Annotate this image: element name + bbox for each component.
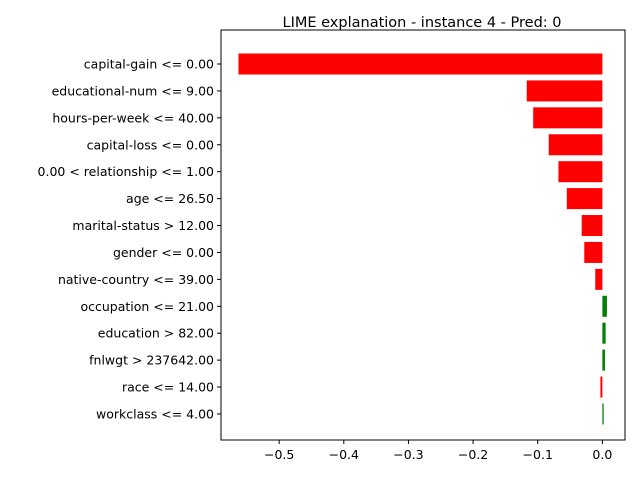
- y-tick-label-7: gender <= 0.00: [113, 245, 214, 260]
- y-tick-label-4: 0.00 < relationship <= 1.00: [38, 164, 214, 179]
- bar-6: [581, 215, 603, 237]
- y-tick-label-9: occupation <= 21.00: [80, 299, 214, 314]
- y-tick-label-6: marital-status > 12.00: [72, 218, 214, 233]
- y-tick-label-5: age <= 26.50: [126, 191, 214, 206]
- x-tick-label-2: −0.3: [393, 447, 423, 462]
- x-tick-label-5: 0.0: [592, 447, 612, 462]
- plot-frame: [220, 29, 626, 441]
- x-tick-label-4: −0.1: [523, 447, 553, 462]
- bar-3: [548, 134, 603, 156]
- bar-1: [526, 80, 603, 102]
- y-tick-label-2: hours-per-week <= 40.00: [52, 110, 214, 125]
- x-tick-label-1: −0.4: [329, 447, 359, 462]
- x-tick-label-0: −0.5: [264, 447, 294, 462]
- y-tick-labels: capital-gain <= 0.00 educational-num <= 9…: [38, 57, 221, 421]
- bar-13: [602, 403, 604, 425]
- y-tick-label-1: educational-num <= 9.00: [52, 83, 214, 98]
- x-ticks: −0.5 −0.4 −0.3 −0.2 −0.1 0.0: [264, 440, 612, 462]
- bar-5: [566, 188, 603, 210]
- y-tick-label-3: capital-loss <= 0.00: [87, 137, 214, 152]
- bar-4: [558, 161, 603, 183]
- y-tick-label-13: workclass <= 4.00: [96, 406, 214, 421]
- bar-0: [238, 53, 603, 75]
- bars-group: [238, 53, 607, 425]
- y-tick-label-0: capital-gain <= 0.00: [84, 57, 214, 72]
- bar-2: [533, 107, 603, 129]
- bar-7: [584, 241, 603, 263]
- bar-10: [602, 322, 606, 344]
- bar-9: [602, 295, 607, 317]
- y-tick-label-11: fnlwgt > 237642.00: [89, 353, 214, 368]
- bar-12: [600, 376, 603, 398]
- chart-title: LIME explanation - instance 4 - Pred: 0: [283, 15, 562, 31]
- x-tick-label-3: −0.2: [458, 447, 488, 462]
- y-tick-label-12: race <= 14.00: [122, 380, 214, 395]
- bar-8: [595, 268, 603, 290]
- y-tick-label-8: native-country <= 39.00: [58, 272, 214, 287]
- y-tick-label-10: education > 82.00: [98, 326, 214, 341]
- bar-11: [602, 349, 605, 371]
